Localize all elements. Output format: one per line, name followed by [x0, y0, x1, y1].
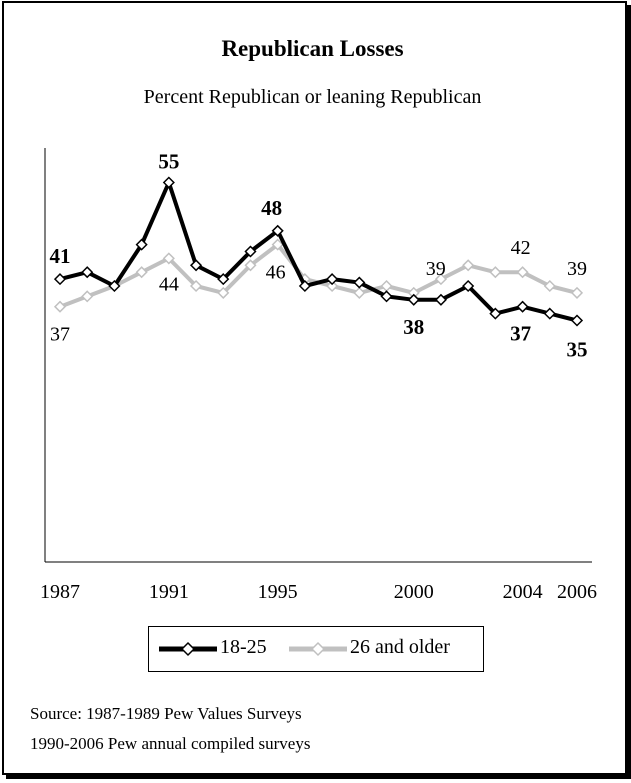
- data-point-18-25-1998: [353, 276, 366, 289]
- data-point-26-older-2002: [462, 259, 475, 272]
- data-point-26-older-1999: [380, 279, 393, 293]
- data-point-26-older-1995: [271, 238, 284, 251]
- data-point-18-25-1999: [380, 290, 393, 303]
- legend-swatches: [159, 641, 347, 657]
- data-point-18-25-1994: [244, 245, 257, 258]
- data-point-18-25-2002: [462, 279, 475, 293]
- data-point-18-25-1997: [326, 273, 339, 286]
- data-label-18-25-2000: 38: [403, 315, 424, 339]
- data-point-26-older-2003: [489, 266, 502, 279]
- legend-marker-26-older: [310, 641, 326, 657]
- data-label-18-25-1995: 48: [261, 196, 282, 220]
- data-point-26-older-1993: [217, 286, 230, 299]
- data-point-26-older-1990: [135, 266, 148, 279]
- data-point-26-older-1991: [162, 252, 175, 265]
- data-point-18-25-1989: [108, 279, 121, 293]
- data-label-26-older-1987: 37: [50, 324, 70, 346]
- data-point-18-25-1995: [271, 224, 284, 237]
- data-label-18-25-1987: 41: [50, 244, 71, 268]
- legend-label-18-25: 18-25: [220, 636, 267, 658]
- data-label-26-older-1995: 46: [266, 262, 286, 284]
- data-point-26-older-2001: [434, 273, 448, 286]
- line-chart: 1987 1991 1995 2000 2004 2006 41 55 48 38 37 35 37 44…: [40, 148, 597, 603]
- data-point-26-older-1992: [189, 279, 203, 293]
- series-line-18-25: [59, 180, 578, 323]
- data-label-18-25-1991: 55: [158, 150, 179, 174]
- data-point-26-older-2005: [543, 279, 556, 293]
- x-tick-label-2000: 2000: [394, 581, 434, 603]
- source-line-2: 1990-2006 Pew annual compiled surveys: [30, 734, 311, 753]
- x-tick-label-2006: 2006: [557, 581, 597, 603]
- x-tick-label-2004: 2004: [503, 581, 543, 603]
- data-point-26-older-2006: [570, 286, 584, 299]
- data-point-18-25-1993: [217, 273, 230, 286]
- x-tick-label-1987: 1987: [40, 581, 80, 603]
- chart-legend: 18-25 26 and older: [148, 626, 484, 672]
- data-label-26-older-2000: 39: [426, 258, 446, 280]
- source-line-1: Source: 1987-1989 Pew Values Surveys: [30, 704, 302, 723]
- data-point-26-older-2004: [516, 266, 529, 279]
- data-point-26-older-1987: [53, 300, 67, 313]
- data-label-26-older-1991: 44: [159, 273, 179, 295]
- data-point-18-25-1990: [135, 238, 148, 251]
- data-point-18-25-1991: [162, 176, 175, 189]
- data-point-18-25-2005: [543, 307, 556, 320]
- chart-title: Republican Losses: [221, 36, 404, 61]
- data-label-18-25-2006: 35: [567, 338, 588, 362]
- data-point-18-25-2000: [407, 293, 420, 306]
- data-point-18-25-2004: [516, 300, 529, 313]
- data-label-26-older-2006: 39: [567, 258, 587, 280]
- data-label-18-25-2004: 37: [510, 322, 531, 346]
- data-point-18-25-1987: [53, 273, 67, 286]
- data-point-26-older-1998: [353, 286, 366, 299]
- data-point-26-older-1988: [81, 290, 94, 303]
- x-tick-label-1991: 1991: [149, 581, 189, 603]
- legend-label-26-older: 26 and older: [350, 636, 450, 658]
- data-point-18-25-2001: [434, 293, 448, 306]
- data-point-18-25-1988: [81, 266, 94, 279]
- data-point-18-25-2003: [489, 307, 502, 320]
- data-point-18-25-2006: [570, 314, 584, 327]
- data-label-26-older-2004: 42: [511, 237, 531, 259]
- chart-subtitle: Percent Republican or leaning Republican: [143, 86, 482, 108]
- legend-marker-18-25: [180, 641, 196, 657]
- x-tick-label-1995: 1995: [258, 581, 298, 603]
- data-point-18-25-1992: [189, 259, 203, 272]
- data-point-26-older-1994: [244, 259, 257, 272]
- data-point-18-25-1996: [298, 279, 311, 293]
- data-point-26-older-1997: [326, 279, 339, 293]
